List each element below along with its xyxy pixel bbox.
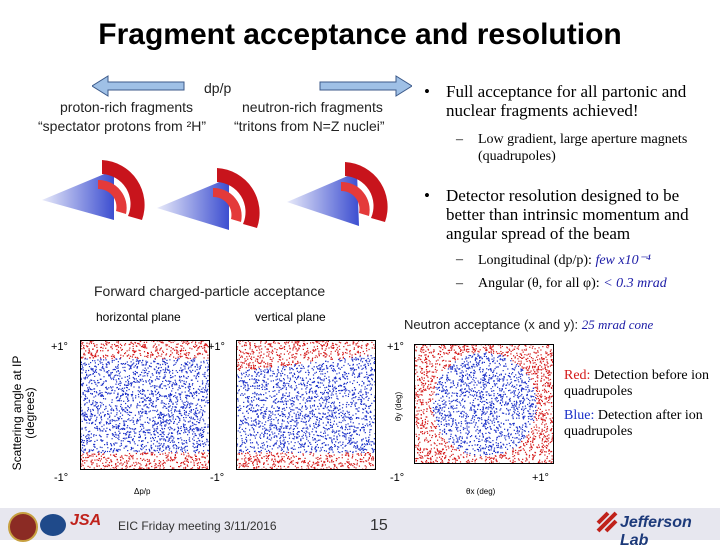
neutron-rich-sub: “tritons from N=Z nuclei” [234,118,385,134]
plus1-left: +1° [51,341,68,353]
page-title: Fragment acceptance and resolution [0,18,720,52]
science-logo-icon [40,514,66,536]
plus1-right: +1° [387,341,404,353]
neutron-plot [414,344,554,464]
bullet-2-sub-2: – Angular (θ, for all φ): < 0.3 mrad [456,276,706,292]
y-axis-label: Scattering angle at IP (degrees) [11,333,37,493]
magnet-group-left [42,160,145,220]
neutron-acceptance-value: 25 mrad cone [582,317,654,332]
horizontal-plane-label: horizontal plane [96,310,181,324]
bullet-1: • Full acceptance for all partonic and n… [424,82,714,120]
neutron-acceptance: Neutron acceptance (x and y): 25 mrad co… [404,317,653,333]
right-arrow-icon [320,76,412,96]
neutron-rich-label: neutron-rich fragments [242,99,383,115]
legend-blue: Blue: Detection after ion quadrupoles [564,408,714,440]
doe-seal-icon [8,512,38,542]
magnet-group-middle [157,168,260,230]
vertical-plane-plot [236,340,376,470]
thetay-axis-label: θy (deg) [394,392,403,421]
footer-lab: Jefferson Lab [620,514,720,550]
thetax-axis-label: θx (deg) [466,487,495,496]
bullet-2: • Detector resolution designed to be bet… [424,186,714,243]
magnet-group-right [287,162,388,226]
vertical-plane-label: vertical plane [255,310,326,324]
plus1-mid: +1° [208,341,225,353]
minus1-left: -1° [54,472,68,484]
page-number: 15 [370,517,388,535]
jlab-logo-icon [596,511,618,533]
bullet-2-sub-1: – Longitudinal (dp/p): few x10⁻⁴ [456,252,706,269]
horizontal-plane-plot [80,340,210,470]
left-arrow-icon [92,76,184,96]
bullet-1-sub: – Low gradient, large aperture magnets (… [456,131,706,165]
magnet-diagram [32,140,412,250]
dpp-axis-label: Δp/p [134,487,150,496]
minus1-right: -1° [390,472,404,484]
jsa-logo: JSA [70,512,101,530]
longitudinal-value: few x10⁻⁴ [595,253,650,268]
minus1-mid: -1° [210,472,224,484]
beam-cone [157,178,229,230]
beam-cone [42,170,114,220]
dp-label: dp/p [204,80,231,96]
footer-meeting: EIC Friday meeting 3/11/2016 [118,519,277,533]
proton-rich-label: proton-rich fragments [60,99,193,115]
angular-value: < 0.3 mrad [603,276,667,291]
beam-cone [287,172,359,226]
proton-rich-sub: “spectator protons from ²H” [38,118,206,134]
forward-acceptance-title: Forward charged-particle acceptance [94,283,325,299]
legend-red: Red: Detection before ion quadrupoles [564,368,714,400]
plus1-x: +1° [532,472,549,484]
